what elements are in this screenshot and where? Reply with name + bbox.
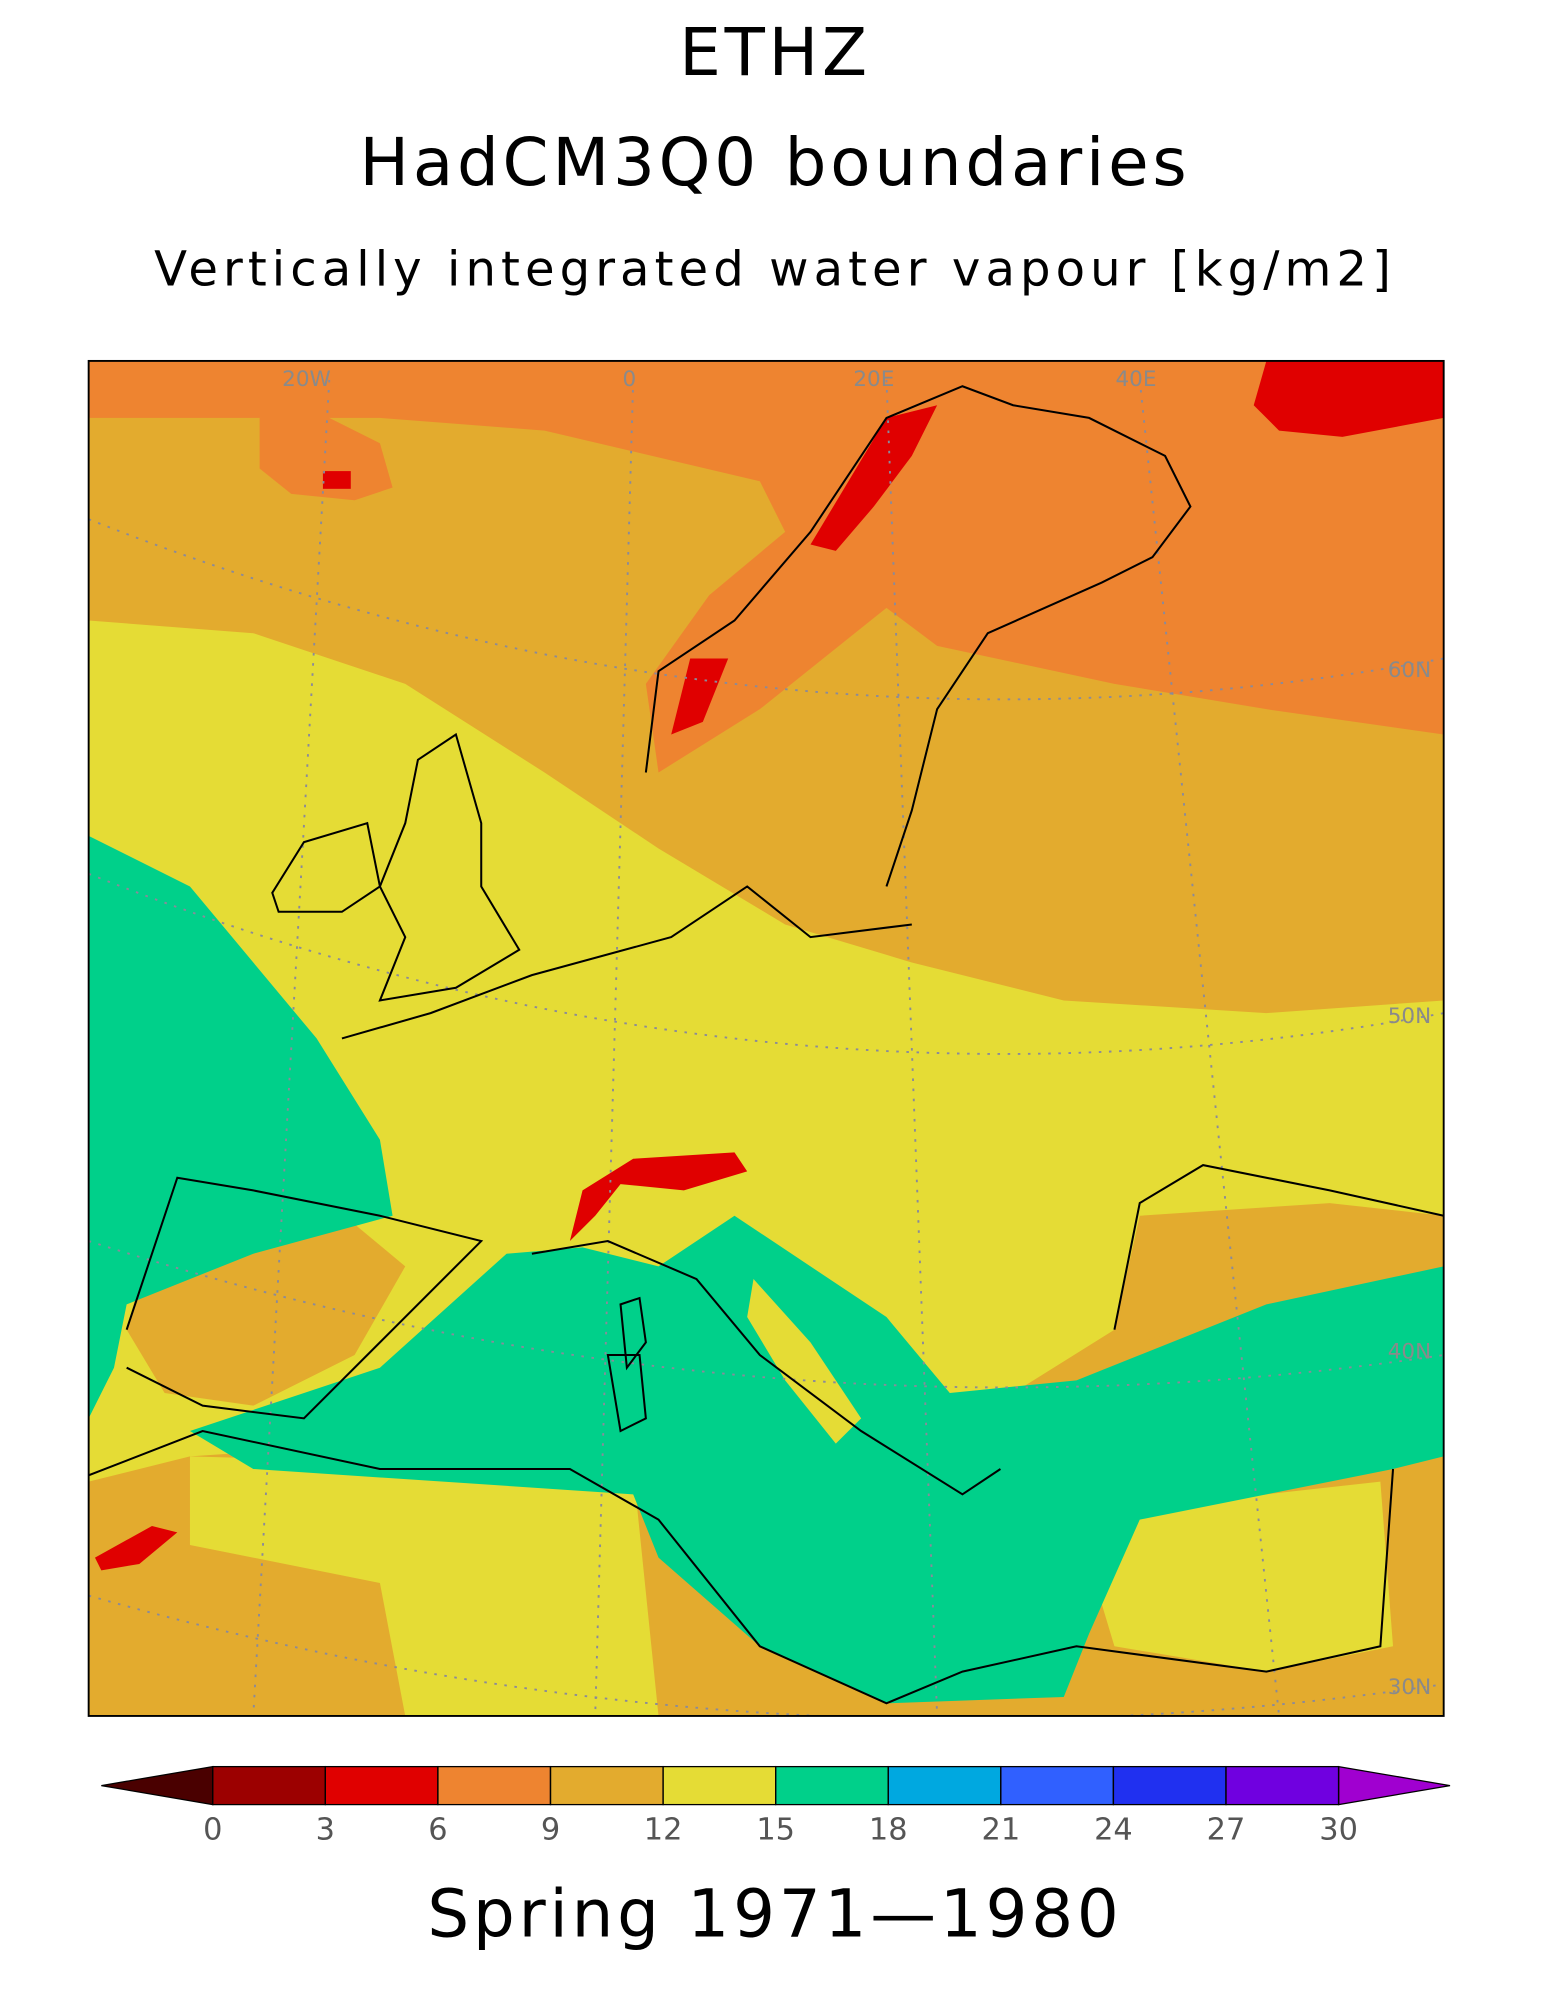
colorbar: 0 3 6 9 12 15 18 21 24 27 30 bbox=[101, 1765, 1451, 1848]
colorbar-tick-label: 6 bbox=[428, 1813, 447, 1848]
colorbar-segment bbox=[662, 1765, 777, 1806]
colorbar-segment bbox=[1000, 1765, 1115, 1806]
lat-label: 60N bbox=[1388, 658, 1431, 683]
period: Spring 1971—1980 bbox=[427, 1876, 1122, 1953]
lat-label: 50N bbox=[1388, 1004, 1431, 1029]
colorbar-segment bbox=[549, 1765, 664, 1806]
map-frame bbox=[87, 359, 1445, 1717]
colorbar-segment bbox=[437, 1765, 552, 1806]
lat-label: 30N bbox=[1388, 1675, 1431, 1700]
colorbar-segment bbox=[775, 1765, 889, 1806]
subtitle: HadCM3Q0 boundaries bbox=[360, 124, 1191, 201]
colorbar-segment bbox=[212, 1765, 326, 1806]
colorbar-segment bbox=[1112, 1765, 1227, 1806]
colorbar-tick-label: 15 bbox=[756, 1813, 795, 1848]
colorbar-segment bbox=[887, 1765, 1002, 1806]
lon-label: 0 bbox=[623, 367, 637, 392]
lat-label: 40N bbox=[1388, 1339, 1431, 1364]
colorbar-segment bbox=[324, 1765, 439, 1806]
title: ETHZ bbox=[679, 14, 871, 91]
variable-title: Vertically integrated water vapour [kg/m… bbox=[154, 241, 1396, 297]
lon-label: 20W bbox=[282, 367, 331, 392]
colorbar-tick-label: 21 bbox=[982, 1813, 1021, 1848]
map-field bbox=[88, 360, 1444, 1716]
colorbar-segment bbox=[1225, 1765, 1340, 1806]
colorbar-tick-label: 24 bbox=[1094, 1813, 1133, 1848]
colorbar-tick-label: 0 bbox=[203, 1813, 222, 1848]
colorbar-tick-label: 30 bbox=[1319, 1813, 1358, 1848]
colorbar-tick-label: 27 bbox=[1207, 1813, 1246, 1848]
colorbar-over bbox=[1337, 1765, 1451, 1806]
colorbar-tick-label: 12 bbox=[644, 1813, 683, 1848]
colorbar-tick-label: 3 bbox=[316, 1813, 335, 1848]
colorbar-under bbox=[101, 1765, 214, 1806]
colorbar-tick-label: 9 bbox=[541, 1813, 560, 1848]
colorbar-tick-label: 18 bbox=[869, 1813, 908, 1848]
lon-label: 20E bbox=[853, 367, 894, 392]
lon-label: 40E bbox=[1115, 367, 1156, 392]
